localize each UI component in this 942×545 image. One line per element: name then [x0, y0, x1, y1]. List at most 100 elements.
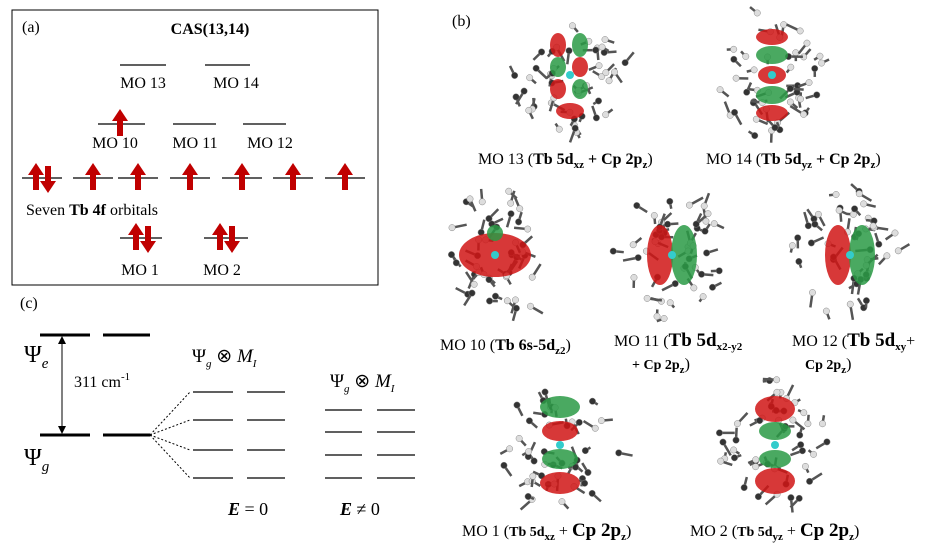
orbital-caption: MO 11 (Tb 5dx2-y2 + Cp 2pz)	[614, 330, 743, 376]
atom	[799, 447, 806, 455]
atom	[804, 420, 812, 428]
metal	[771, 441, 779, 449]
molecule	[788, 183, 911, 321]
atom	[615, 449, 623, 457]
atom	[511, 72, 519, 79]
atom	[660, 315, 668, 322]
atom	[611, 68, 619, 76]
lobe	[756, 86, 788, 104]
atom	[715, 267, 723, 275]
atom	[797, 95, 804, 103]
state-label: Ψe	[24, 342, 49, 372]
atom	[751, 132, 759, 140]
atom	[598, 417, 605, 425]
panel-title: CAS(13,14)	[171, 21, 250, 38]
lobe	[550, 33, 566, 57]
spin-arrow	[285, 163, 301, 190]
atom	[788, 242, 796, 250]
atom	[571, 124, 579, 132]
atom	[835, 206, 843, 214]
atom	[709, 283, 716, 291]
split-guides	[149, 391, 191, 479]
lobe	[540, 472, 580, 494]
atom	[448, 224, 456, 232]
atom	[795, 494, 803, 502]
atom	[802, 462, 809, 470]
f-caption: Seven Tb 4f orbitals	[26, 202, 158, 219]
panel-label: (a)	[22, 19, 40, 36]
atom	[485, 276, 493, 284]
atom	[506, 445, 513, 453]
atom	[500, 461, 508, 469]
orbital-caption: MO 13 (Tb 5dxz + Cp 2pz)	[478, 151, 653, 171]
atom	[804, 222, 812, 230]
atom	[621, 59, 629, 67]
atom	[807, 239, 815, 247]
atom	[700, 202, 708, 210]
atom	[692, 220, 700, 228]
metal	[668, 251, 676, 259]
atom	[855, 190, 863, 198]
atom	[532, 64, 540, 72]
atom	[787, 63, 795, 71]
atom	[891, 229, 899, 237]
atom	[525, 448, 533, 456]
atom	[786, 85, 794, 93]
atom	[524, 225, 532, 233]
atom	[633, 202, 641, 209]
lobe	[756, 105, 788, 121]
atom	[732, 436, 740, 444]
atom	[520, 87, 528, 95]
atom	[789, 416, 797, 424]
atom	[894, 247, 902, 255]
atom	[773, 376, 781, 384]
lobe	[755, 468, 795, 494]
atom	[468, 289, 476, 297]
atom	[796, 431, 804, 439]
atom	[664, 220, 672, 228]
level-label: MO 14	[213, 75, 259, 92]
atom	[794, 234, 802, 242]
lobe	[572, 33, 588, 57]
atom	[851, 205, 859, 213]
atom	[719, 438, 727, 446]
lobe	[487, 225, 503, 241]
atom	[581, 447, 589, 455]
atom	[584, 469, 592, 476]
split-levels	[193, 391, 415, 479]
atom	[773, 388, 781, 396]
atom	[800, 409, 808, 417]
spin-arrow	[128, 223, 144, 250]
lobe	[550, 79, 566, 99]
atom	[752, 115, 760, 123]
atom	[832, 191, 840, 198]
atom	[602, 69, 610, 77]
atom	[730, 45, 738, 53]
atom	[806, 477, 813, 485]
atom	[810, 450, 817, 458]
atom	[780, 21, 788, 29]
atom	[650, 212, 658, 219]
molecule	[499, 388, 633, 511]
atom	[470, 280, 478, 288]
atom	[787, 494, 795, 502]
atom	[750, 66, 758, 74]
atom	[771, 124, 779, 132]
atom	[875, 240, 883, 248]
atom	[883, 252, 891, 260]
atom	[541, 388, 549, 396]
atom	[448, 251, 455, 259]
atom	[742, 52, 750, 60]
lobe	[759, 450, 791, 468]
atom	[592, 46, 600, 54]
metal	[491, 251, 499, 259]
atom	[595, 97, 602, 105]
atom	[716, 86, 724, 94]
atom	[869, 222, 877, 230]
atom	[601, 36, 609, 43]
atom	[797, 441, 805, 449]
molecule	[716, 6, 830, 143]
spin-arrow	[130, 163, 146, 190]
metal	[768, 71, 776, 79]
gap-label: 311 cm-1	[74, 371, 130, 391]
